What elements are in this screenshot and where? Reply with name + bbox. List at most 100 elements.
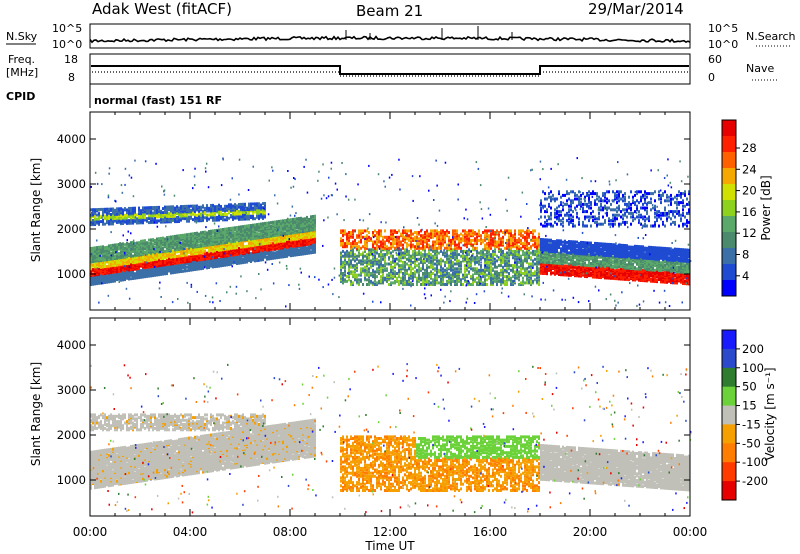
power-cell xyxy=(424,253,426,257)
power-cell xyxy=(380,278,382,282)
power-cell xyxy=(164,209,166,213)
power-cell xyxy=(174,206,176,210)
power-cell xyxy=(274,229,276,233)
power-cell xyxy=(128,268,130,272)
power-cell xyxy=(232,242,234,246)
power-cell xyxy=(176,248,178,252)
power-cell xyxy=(186,233,188,237)
power-cell xyxy=(120,253,122,257)
power-cell xyxy=(254,217,256,221)
power-cell xyxy=(394,264,396,268)
power-cell xyxy=(358,248,360,252)
power-cell xyxy=(378,259,380,263)
power-cell xyxy=(410,229,412,233)
power-cell xyxy=(406,257,408,261)
power-cell xyxy=(206,231,208,235)
power-cell xyxy=(402,251,404,255)
power-cell xyxy=(236,216,238,220)
power-cell xyxy=(92,246,94,250)
power-cell xyxy=(146,241,148,245)
power-cell xyxy=(164,205,166,209)
power-cell xyxy=(182,263,184,266)
power-cell xyxy=(212,229,214,233)
power-cell xyxy=(368,256,370,260)
power-cell xyxy=(184,213,186,216)
power-cell xyxy=(188,210,190,214)
power-cell xyxy=(182,233,184,237)
power-cell xyxy=(258,209,260,212)
power-cell xyxy=(352,264,354,268)
power-cell xyxy=(202,209,204,213)
power-cell xyxy=(400,232,402,236)
power-cell xyxy=(144,239,146,243)
power-cell xyxy=(392,237,394,241)
nsearch-label: N.Search xyxy=(746,30,796,43)
power-cell xyxy=(96,278,98,282)
power-cell xyxy=(276,250,278,254)
power-cell xyxy=(224,218,226,222)
power-cell xyxy=(98,217,100,221)
power-cell xyxy=(146,252,148,256)
power-cell xyxy=(270,241,272,245)
power-cell xyxy=(262,222,264,226)
power-cell xyxy=(406,237,408,241)
power-cell xyxy=(370,279,372,283)
power-cell xyxy=(312,243,314,247)
power-cell xyxy=(274,240,276,244)
power-cell xyxy=(420,234,422,238)
power-cell xyxy=(386,273,388,277)
power-cell xyxy=(290,251,292,255)
power-cell xyxy=(444,268,446,272)
power-cell xyxy=(220,258,222,262)
power-cell xyxy=(154,216,156,220)
power-cell xyxy=(374,259,376,263)
power-cell xyxy=(116,266,118,270)
power-cell xyxy=(134,244,136,247)
power-cell xyxy=(154,260,156,264)
power-cell xyxy=(232,204,234,208)
power-cell xyxy=(398,240,400,244)
power-cell xyxy=(200,216,202,220)
power-cell xyxy=(230,203,232,207)
power-cell xyxy=(384,253,386,257)
power-cell xyxy=(352,235,354,239)
power-cell xyxy=(134,247,136,251)
power-cell xyxy=(428,272,430,275)
power-cell xyxy=(442,273,444,277)
power-cell xyxy=(118,243,120,246)
power-cell xyxy=(360,278,362,282)
power-cell xyxy=(188,232,190,236)
power-cell xyxy=(94,208,96,212)
power-cell xyxy=(104,207,106,211)
power-cell xyxy=(448,275,450,279)
power-cell xyxy=(110,213,112,216)
power-cell xyxy=(410,281,412,285)
power-cell xyxy=(366,267,368,271)
power-cell xyxy=(344,265,346,269)
power-cell xyxy=(224,233,226,237)
power-cell xyxy=(282,239,284,243)
power-cell xyxy=(216,260,218,264)
power-cell xyxy=(264,215,266,219)
power-cell xyxy=(388,272,390,275)
noise-panel: N.Sky 10^5 10^0 10^5 10^0 N.Search xyxy=(6,22,796,51)
power-cell xyxy=(352,257,354,261)
power-cell xyxy=(118,252,120,255)
power-cell xyxy=(264,252,266,256)
power-cell xyxy=(368,278,370,282)
power-cell xyxy=(432,278,434,282)
power-cell xyxy=(130,241,132,245)
power-cell xyxy=(194,243,196,247)
power-cell xyxy=(130,266,132,269)
power-cell xyxy=(432,229,434,233)
power-cell xyxy=(118,207,120,211)
power-cell xyxy=(362,235,364,239)
power-cell xyxy=(410,243,412,247)
power-cell xyxy=(366,272,368,275)
power-cell xyxy=(390,265,392,269)
power-cell xyxy=(248,217,250,221)
power-cell xyxy=(344,278,346,282)
power-cell xyxy=(418,273,420,277)
power-cell xyxy=(310,250,312,254)
beam-title: Beam 21 xyxy=(356,2,423,20)
